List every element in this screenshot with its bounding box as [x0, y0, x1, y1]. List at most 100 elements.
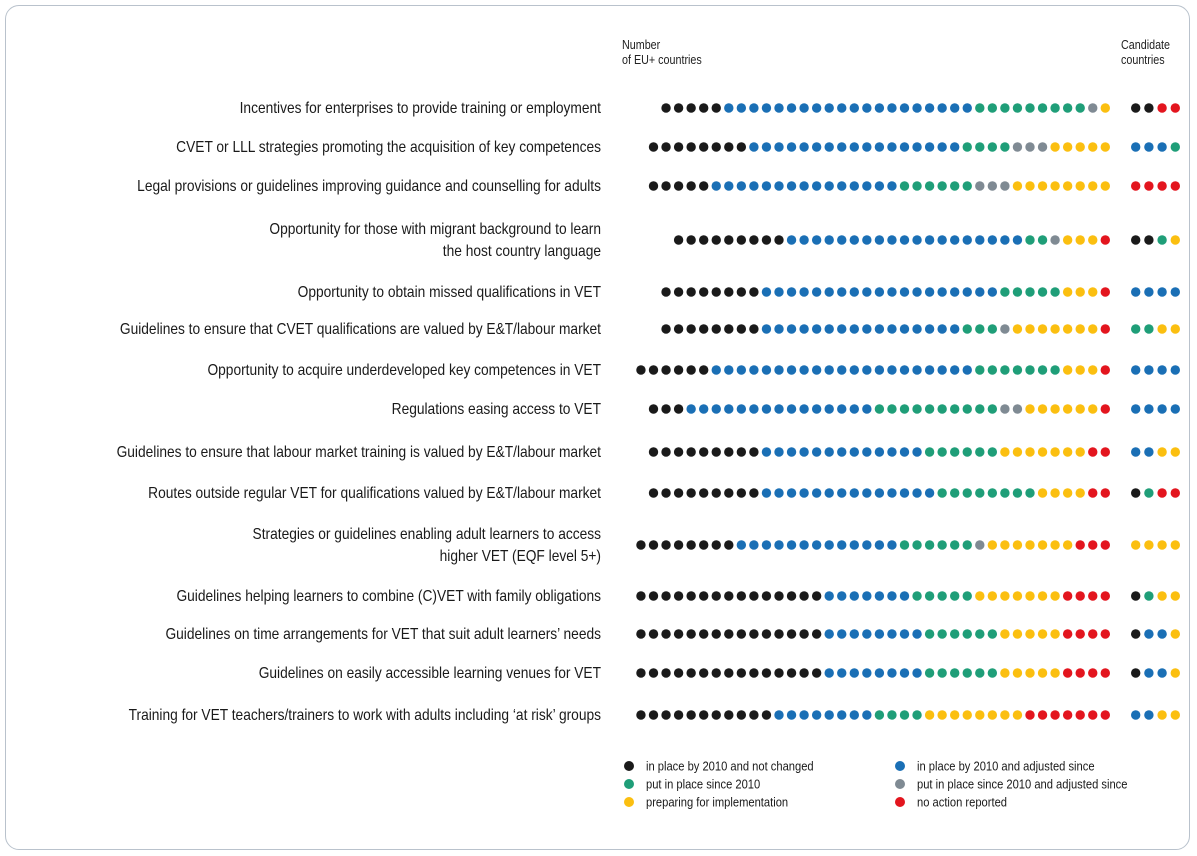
eu-dot-since-2010: [1000, 488, 1010, 498]
eu-dot-not-changed: [736, 488, 747, 498]
eu-dot-adjusted: [761, 404, 772, 414]
eu-dot-adjusted: [849, 287, 859, 297]
eu-dot-adjusted: [749, 181, 759, 191]
eu-dot-adjusted: [799, 404, 809, 414]
candidate-dot-no-action: [1157, 488, 1167, 498]
eu-dot-not-changed: [799, 668, 809, 678]
eu-dot-adjusted: [824, 447, 834, 457]
eu-dot-since-2010: [987, 629, 998, 639]
eu-dot-not-changed: [736, 142, 747, 152]
eu-dot-preparing: [1012, 591, 1023, 601]
eu-dot-adjusted: [824, 488, 834, 498]
eu-dot-no-action: [1075, 710, 1085, 720]
eu-dot-adjusted: [912, 447, 922, 457]
eu-dot-adjusted: [724, 365, 734, 375]
eu-dot-preparing: [1100, 103, 1111, 113]
candidate-dot-adjusted: [1131, 447, 1141, 457]
eu-dot-not-changed: [761, 629, 772, 639]
legend-label: preparing for implementation: [646, 794, 788, 809]
eu-dot-not-changed: [699, 488, 709, 498]
candidate-dot-no-action: [1131, 181, 1141, 191]
eu-dot-preparing: [975, 710, 985, 720]
eu-dot-preparing: [1037, 324, 1048, 334]
eu-dot-preparing: [1062, 287, 1073, 297]
eu-dot-since-2010: [987, 404, 998, 414]
eu-dot-preparing: [1050, 447, 1060, 457]
eu-dot-preparing: [1000, 629, 1010, 639]
eu-dot-adjusted: [786, 447, 797, 457]
eu-dot-adjusted: [874, 365, 885, 375]
eu-dot-preparing: [1025, 404, 1035, 414]
eu-dot-not-changed: [749, 324, 759, 334]
eu-dot-preparing: [1088, 235, 1098, 245]
eu-dot-adjusted: [849, 142, 859, 152]
eu-dot-no-action: [1100, 324, 1111, 334]
eu-dot-preparing: [1000, 591, 1010, 601]
candidate-dot-adjusted: [1144, 710, 1154, 720]
eu-dot-not-changed: [711, 668, 721, 678]
eu-dot-adjusted: [899, 103, 910, 113]
eu-dot-preparing: [1012, 540, 1023, 550]
eu-dot-preparing: [1012, 710, 1023, 720]
eu-dot-preparing: [1062, 404, 1073, 414]
eu-dot-adjusted: [849, 488, 859, 498]
eu-dot-since-2010: [924, 540, 935, 550]
eu-dot-preparing: [1088, 324, 1098, 334]
eu-dot-not-changed: [686, 629, 696, 639]
eu-dot-adjusted: [950, 142, 960, 152]
eu-dot-adjusted: [786, 142, 797, 152]
eu-dot-adjusted: [774, 404, 784, 414]
candidate-column-header: Candidate countries: [1121, 38, 1170, 68]
eu-dot-adjusted: [862, 142, 872, 152]
eu-dot-not-changed: [736, 591, 747, 601]
eu-dot-since-2010: [950, 404, 960, 414]
eu-dot-preparing: [1088, 142, 1098, 152]
eu-dot-not-changed: [724, 668, 734, 678]
eu-dot-adjusted: [799, 540, 809, 550]
eu-dot-preparing: [1012, 447, 1023, 457]
eu-dot-not-changed: [711, 142, 721, 152]
eu-dot-not-changed: [673, 540, 684, 550]
eu-dot-adjusted: [962, 103, 972, 113]
eu-dot-adjusted: [811, 447, 822, 457]
row-label: Opportunity for those with migrant backg…: [269, 220, 601, 238]
eu-dot-adjusted: [724, 404, 734, 414]
eu-dot-preparing: [1050, 629, 1060, 639]
eu-dot-adjusted: [899, 629, 910, 639]
eu-dot-not-changed: [699, 287, 709, 297]
eu-dot-adjusted: [824, 540, 834, 550]
eu-dot-not-changed: [648, 488, 659, 498]
eu-dot-not-changed: [686, 591, 696, 601]
eu-dot-not-changed: [699, 365, 709, 375]
eu-dot-not-changed: [661, 710, 671, 720]
eu-dot-adjusted: [874, 287, 885, 297]
eu-dot-not-changed: [661, 668, 671, 678]
eu-dot-since-2010: [950, 447, 960, 457]
eu-dot-since-adjusted: [1025, 142, 1035, 152]
eu-dot-not-changed: [749, 235, 759, 245]
eu-dot-adjusted: [950, 235, 960, 245]
eu-dot-adjusted: [987, 235, 998, 245]
eu-dot-not-changed: [648, 365, 659, 375]
eu-dot-adjusted: [937, 324, 947, 334]
eu-dot-not-changed: [673, 103, 684, 113]
eu-dot-preparing: [1012, 181, 1023, 191]
eu-dot-adjusted: [761, 324, 772, 334]
eu-dot-since-2010: [887, 710, 897, 720]
candidate-dot-no-action: [1144, 181, 1154, 191]
eu-dot-adjusted: [849, 103, 859, 113]
eu-dot-preparing: [1075, 324, 1085, 334]
eu-dot-since-2010: [975, 629, 985, 639]
eu-dot-adjusted: [899, 287, 910, 297]
eu-dot-adjusted: [862, 540, 872, 550]
eu-dot-not-changed: [786, 629, 797, 639]
candidate-dot-adjusted: [1157, 287, 1167, 297]
candidate-dot-preparing: [1157, 591, 1167, 601]
row-label: higher VET (EQF level 5+): [440, 547, 601, 565]
eu-dot-adjusted: [849, 629, 859, 639]
eu-dot-adjusted: [711, 181, 721, 191]
eu-dot-adjusted: [724, 181, 734, 191]
eu-dot-not-changed: [711, 488, 721, 498]
eu-dot-adjusted: [924, 365, 935, 375]
candidate-dot-since-2010: [1144, 324, 1154, 334]
